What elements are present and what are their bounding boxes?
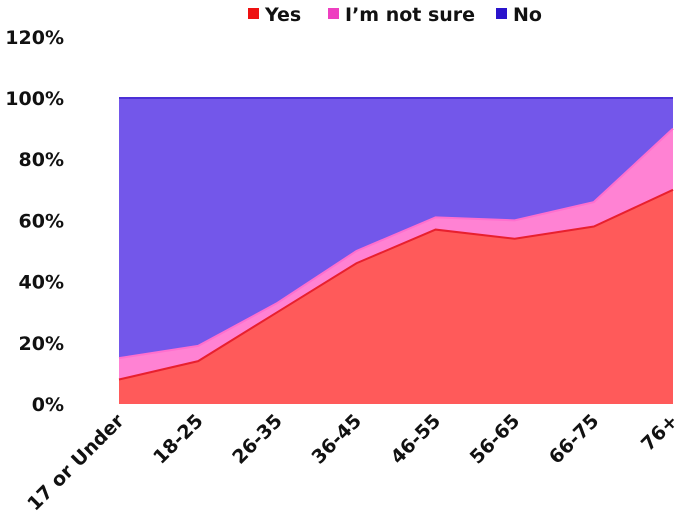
x-tick-label: 46-55: [387, 410, 446, 469]
legend-label-i-m-not-sure: I’m not sure: [345, 4, 475, 26]
y-tick-label: 20%: [19, 333, 64, 355]
x-tick-label: 36-45: [307, 410, 366, 469]
legend-marker-no: [496, 8, 507, 19]
y-tick-label: 60%: [19, 210, 64, 232]
legend-label-no: No: [513, 4, 542, 26]
x-tick-label: 17 or Under: [23, 410, 129, 513]
line-yes: [118, 188, 674, 381]
legend-marker-i-m-not-sure: [328, 8, 339, 19]
area-no: [119, 98, 673, 359]
y-tick-label: 120%: [5, 27, 64, 49]
x-tick-label: 26-35: [228, 410, 287, 469]
x-tick-label: 66-75: [545, 410, 604, 469]
y-tick-label: 80%: [19, 149, 64, 171]
x-axis: 17 or Under 18-25 26-35 36-45 46-55 56-65 66-7…: [23, 410, 682, 513]
x-tick-label: 76+: [637, 410, 683, 456]
legend: Yes I’m not sure No: [248, 4, 542, 26]
area-i-m-not-sure: [119, 128, 673, 380]
y-tick-label: 100%: [5, 88, 64, 110]
x-tick-label: 56-65: [466, 410, 525, 469]
series-lines: [118, 97, 674, 381]
legend-marker-yes: [248, 8, 259, 19]
y-axis: 0% 20% 40% 60% 80% 100% 120%: [5, 27, 64, 416]
y-tick-label: 0%: [32, 394, 64, 416]
y-tick-label: 40%: [19, 272, 64, 294]
x-tick-label: 18-25: [149, 410, 208, 469]
legend-label-yes: Yes: [264, 4, 301, 26]
line-i-m-not-sure: [118, 127, 674, 360]
area-yes: [119, 189, 673, 404]
plot-area: [119, 98, 673, 404]
